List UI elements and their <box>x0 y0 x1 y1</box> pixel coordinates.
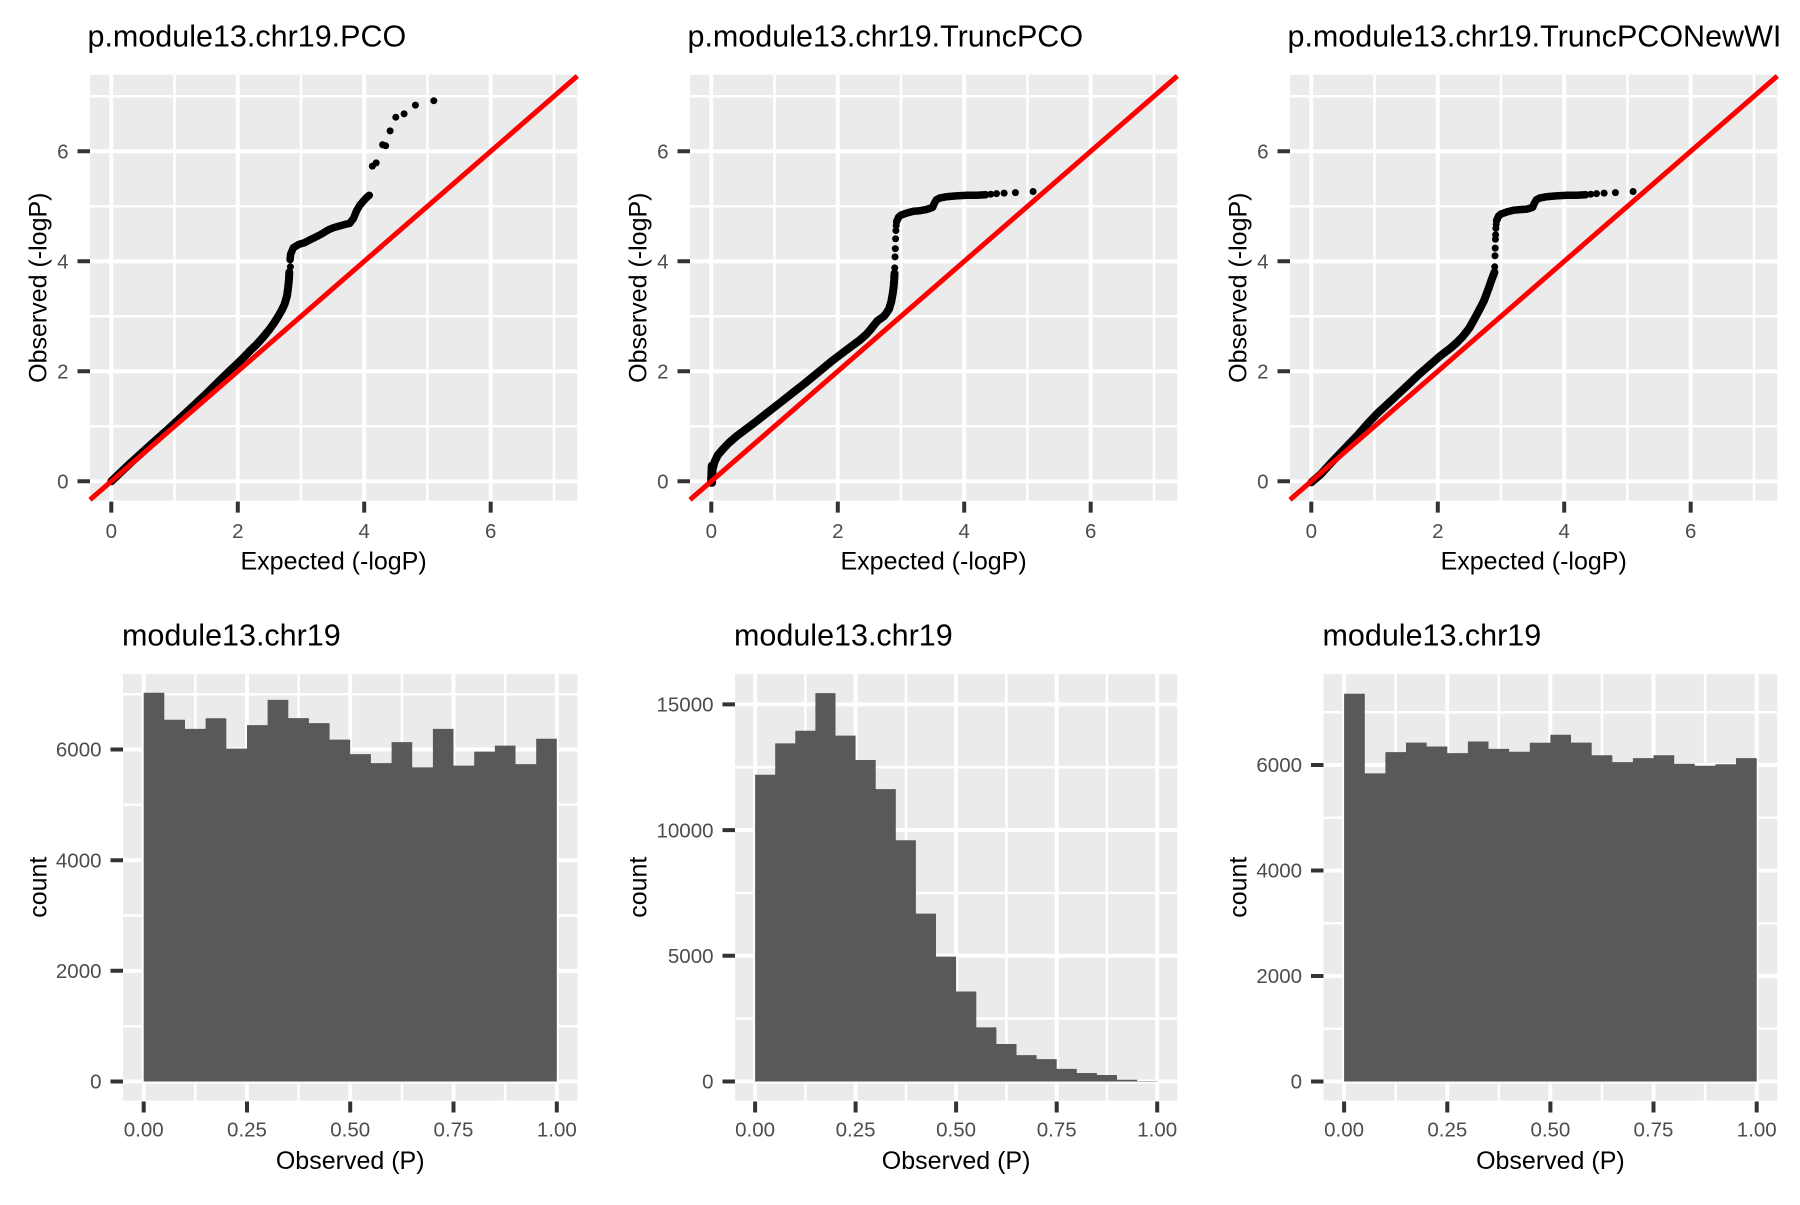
svg-text:4: 4 <box>657 251 668 274</box>
svg-text:0: 0 <box>57 471 68 494</box>
svg-text:6: 6 <box>657 141 668 164</box>
svg-text:0.00: 0.00 <box>124 1119 164 1142</box>
svg-text:p.module13.chr19.TruncPCONewWI: p.module13.chr19.TruncPCONewWI <box>1288 19 1782 53</box>
svg-text:2000: 2000 <box>56 960 102 983</box>
svg-text:Expected (-logP): Expected (-logP) <box>1441 548 1627 576</box>
svg-text:0.50: 0.50 <box>1530 1119 1570 1142</box>
svg-text:0.25: 0.25 <box>1427 1119 1467 1142</box>
svg-text:module13.chr19: module13.chr19 <box>122 619 341 653</box>
svg-text:2000: 2000 <box>1256 965 1302 988</box>
svg-text:Observed (-logP): Observed (-logP) <box>24 193 52 383</box>
svg-text:count: count <box>1224 857 1252 918</box>
svg-text:Expected (-logP): Expected (-logP) <box>840 548 1026 576</box>
svg-text:Observed (P): Observed (P) <box>1476 1147 1625 1175</box>
svg-text:15000: 15000 <box>656 694 713 717</box>
svg-text:2: 2 <box>1257 361 1268 384</box>
svg-text:p.module13.chr19.PCO: p.module13.chr19.PCO <box>88 19 407 53</box>
svg-text:4: 4 <box>358 520 369 543</box>
svg-text:Expected (-logP): Expected (-logP) <box>240 548 426 576</box>
svg-text:Observed (-logP): Observed (-logP) <box>624 193 652 383</box>
svg-text:6: 6 <box>1085 520 1096 543</box>
svg-text:4: 4 <box>1257 251 1268 274</box>
svg-text:0.50: 0.50 <box>330 1119 370 1142</box>
svg-text:2: 2 <box>57 361 68 384</box>
svg-text:2: 2 <box>657 361 668 384</box>
svg-text:Observed (P): Observed (P) <box>276 1147 425 1175</box>
svg-text:2: 2 <box>1432 520 1443 543</box>
svg-text:0: 0 <box>702 1071 713 1094</box>
svg-text:4000: 4000 <box>1256 860 1302 883</box>
svg-text:module13.chr19: module13.chr19 <box>734 619 953 653</box>
svg-text:0: 0 <box>657 471 668 494</box>
svg-text:6: 6 <box>485 520 496 543</box>
svg-text:0.75: 0.75 <box>434 1119 474 1142</box>
svg-text:0.25: 0.25 <box>836 1119 876 1142</box>
svg-text:0.50: 0.50 <box>936 1119 976 1142</box>
svg-text:1.00: 1.00 <box>537 1119 577 1142</box>
svg-text:6000: 6000 <box>1256 754 1302 777</box>
svg-text:p.module13.chr19.TruncPCO: p.module13.chr19.TruncPCO <box>688 19 1084 53</box>
svg-text:1.00: 1.00 <box>1737 1119 1777 1142</box>
svg-text:count: count <box>24 857 52 918</box>
svg-text:module13.chr19: module13.chr19 <box>1323 619 1542 653</box>
svg-text:10000: 10000 <box>656 819 713 842</box>
svg-text:0: 0 <box>706 520 717 543</box>
svg-text:0: 0 <box>106 520 117 543</box>
svg-text:6: 6 <box>1257 141 1268 164</box>
svg-text:0.00: 0.00 <box>1324 1119 1364 1142</box>
svg-text:count: count <box>624 857 652 918</box>
svg-text:4: 4 <box>958 520 969 543</box>
svg-text:0.75: 0.75 <box>1634 1119 1674 1142</box>
svg-text:Observed (-logP): Observed (-logP) <box>1224 193 1252 383</box>
svg-text:4: 4 <box>57 251 68 274</box>
svg-text:6: 6 <box>57 141 68 164</box>
svg-text:0.75: 0.75 <box>1037 1119 1077 1142</box>
svg-text:1.00: 1.00 <box>1137 1119 1177 1142</box>
svg-text:0.25: 0.25 <box>227 1119 267 1142</box>
svg-text:0: 0 <box>1257 471 1268 494</box>
svg-text:5000: 5000 <box>668 945 714 968</box>
svg-text:0: 0 <box>90 1071 101 1094</box>
svg-text:6000: 6000 <box>56 739 102 762</box>
svg-text:2: 2 <box>232 520 243 543</box>
svg-text:4: 4 <box>1558 520 1569 543</box>
svg-text:2: 2 <box>832 520 843 543</box>
svg-text:4000: 4000 <box>56 849 102 872</box>
svg-text:0.00: 0.00 <box>735 1119 775 1142</box>
svg-text:0: 0 <box>1291 1071 1302 1094</box>
svg-text:Observed (P): Observed (P) <box>882 1147 1031 1175</box>
svg-text:0: 0 <box>1306 520 1317 543</box>
svg-text:6: 6 <box>1685 520 1696 543</box>
